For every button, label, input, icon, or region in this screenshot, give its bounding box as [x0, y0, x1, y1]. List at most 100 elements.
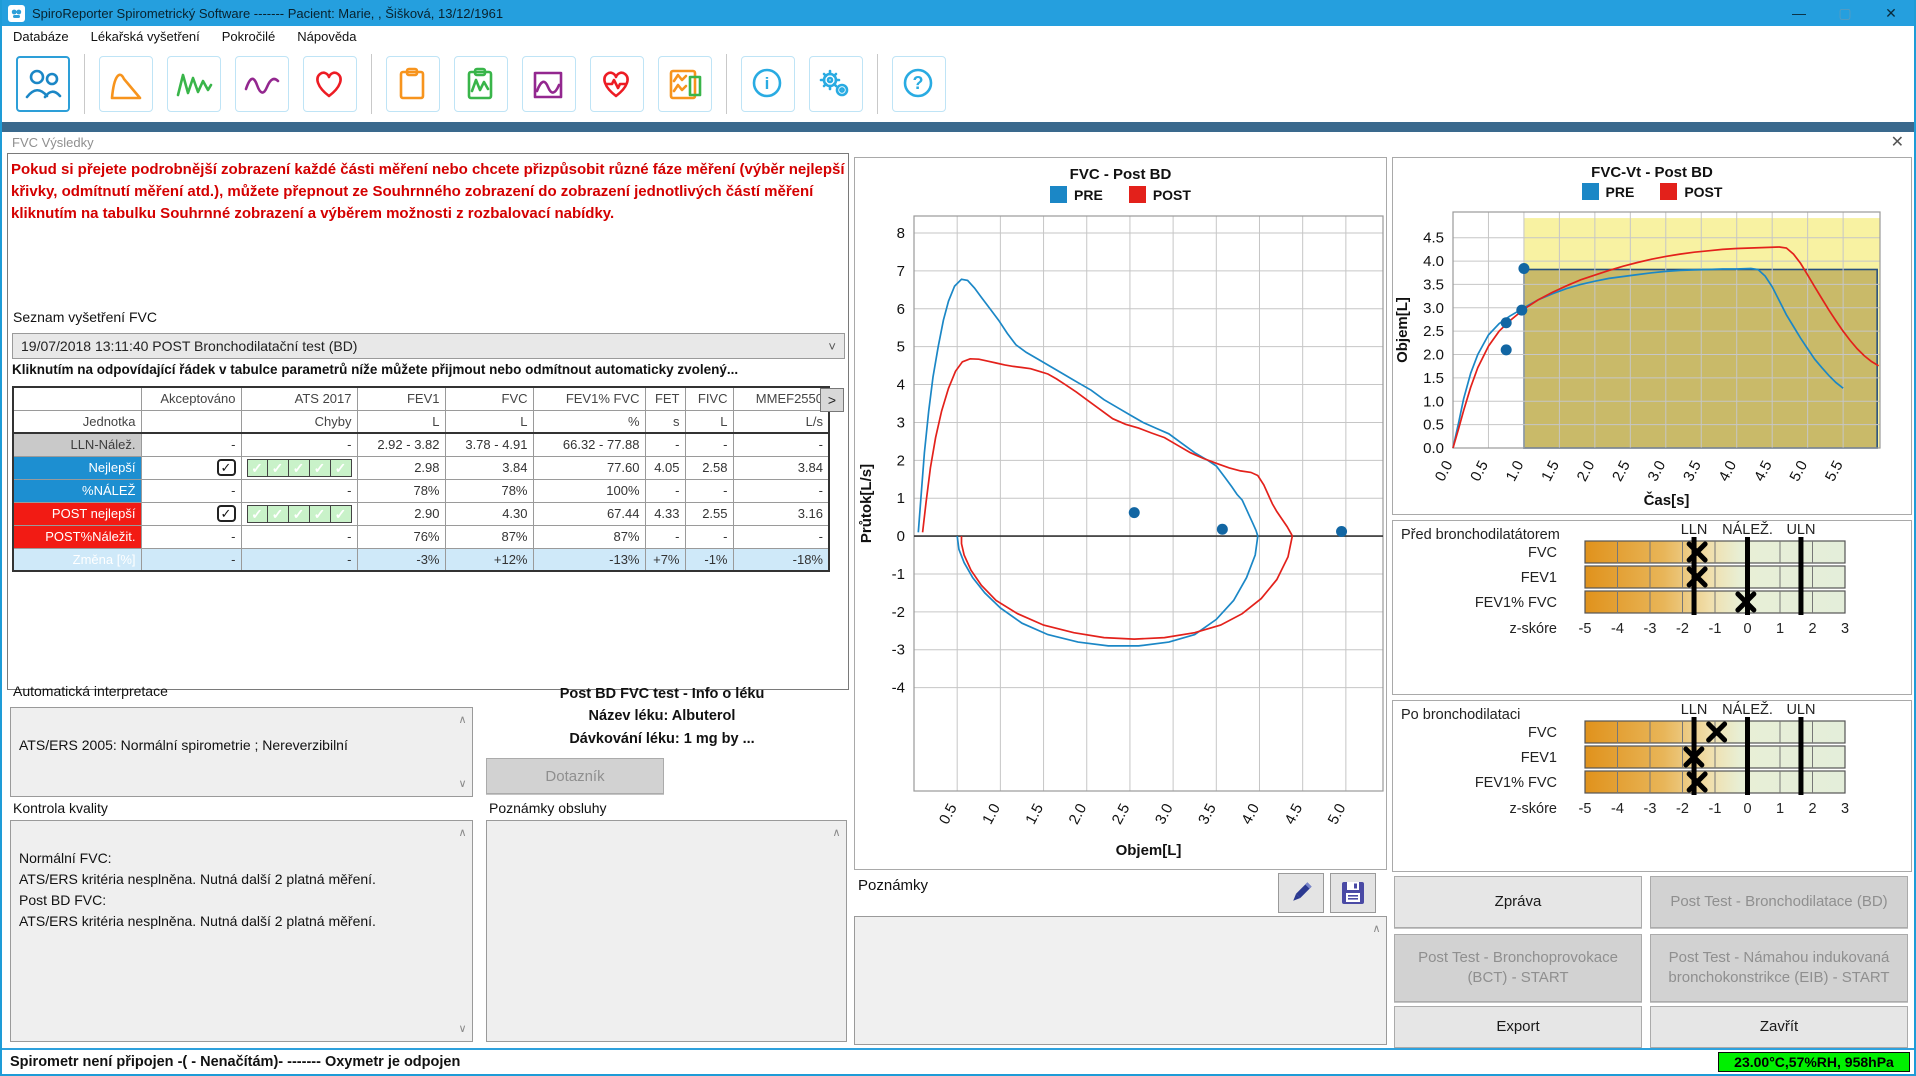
- svg-text:-5: -5: [1579, 801, 1592, 817]
- accepted-checkbox[interactable]: ✓: [216, 459, 236, 476]
- exam-select[interactable]: 19/07/2018 13:11:40 POST Bronchodilatačn…: [12, 333, 845, 359]
- drug-info: Post BD FVC test - Info o léku Název lék…: [507, 683, 817, 750]
- minimize-button[interactable]: —: [1792, 5, 1806, 21]
- scroll-down-icon[interactable]: ∨: [458, 1022, 467, 1035]
- panel-close-icon[interactable]: ✕: [1890, 134, 1904, 151]
- toolbar-button-fvc-curve-icon[interactable]: [99, 56, 153, 112]
- table-row[interactable]: %NÁLEŽ - -78% 78% 100% - - -: [12, 478, 830, 503]
- volume-time-chart: 0.0 0.5 1.0 1.5 2.0 2.5 3.0 3.5 4.0 4.5 0.0 0.5 1.0 1…: [1394, 211, 1881, 509]
- svg-text:0.5: 0.5: [936, 801, 961, 827]
- toolbar-divider: [371, 54, 372, 114]
- svg-text:ULN: ULN: [1786, 702, 1815, 718]
- toolbar-button-report-combo-icon[interactable]: [658, 56, 712, 112]
- save-notes-button[interactable]: [1330, 873, 1376, 913]
- toolbar-button-info-icon[interactable]: i: [741, 56, 795, 112]
- menu-item-3[interactable]: Pokročilé: [221, 28, 276, 44]
- svg-text:1.5: 1.5: [1022, 801, 1047, 827]
- spiro-waves-purple-icon: [244, 77, 280, 94]
- table-row[interactable]: LLN-Nálež. - -2.92 - 3.82 3.78 - 4.91 66.32 …: [12, 432, 830, 457]
- info-notice: Pokud si přejete podrobnější zobrazení k…: [11, 161, 845, 222]
- post-test-eib-button[interactable]: Post Test - Námahou indukovaná bronchoko…: [1650, 934, 1908, 1002]
- scroll-up-icon[interactable]: ∧: [458, 827, 467, 839]
- scroll-up-icon[interactable]: ∧: [1372, 923, 1381, 935]
- toolbar-button-help-icon[interactable]: ?: [892, 56, 946, 112]
- toolbar-button-patients-icon[interactable]: [16, 56, 70, 112]
- svg-text:4.5: 4.5: [1423, 230, 1444, 247]
- notes-label: Poznámky: [858, 877, 929, 894]
- svg-text:3.0: 3.0: [1645, 458, 1670, 484]
- interpretation-textarea[interactable]: ATS/ERS 2005: Normální spirometrie ; Ner…: [10, 707, 473, 797]
- exam-list-label: Seznam vyšetření FVC: [13, 309, 157, 325]
- svg-text:-4: -4: [892, 680, 905, 697]
- post-test-bd-button[interactable]: Post Test - Bronchodilatace (BD): [1650, 876, 1908, 928]
- svg-text:FEV1: FEV1: [1521, 750, 1557, 766]
- interpretation-label: Automatická interpretace: [13, 683, 168, 699]
- toolbar-button-clipboard-waves-icon[interactable]: [454, 56, 508, 112]
- svg-text:NÁLEŽ.: NÁLEŽ.: [1722, 701, 1773, 718]
- svg-text:FVC: FVC: [1528, 725, 1557, 741]
- notes-textarea[interactable]: ∧: [854, 916, 1387, 1045]
- toolbar-button-spiro-waves-purple-icon[interactable]: [235, 56, 289, 112]
- maximize-button[interactable]: ▢: [1838, 4, 1852, 21]
- svg-text:-1: -1: [1709, 801, 1722, 817]
- heart-icon: [316, 71, 342, 98]
- svg-text:0: 0: [897, 528, 905, 545]
- svg-text:4: 4: [897, 377, 905, 394]
- svg-text:?: ?: [913, 73, 924, 93]
- svg-text:0.5: 0.5: [1423, 417, 1444, 434]
- toolbar-divider: [84, 54, 85, 114]
- zscore-chart-post: FVC FEV1 FEV1% FVC LLN NÁLEŽ. ULN -5 -4 -3 -2 -1 0 1…: [1475, 701, 1849, 817]
- svg-text:5: 5: [897, 339, 905, 356]
- svg-text:5.5: 5.5: [1822, 458, 1847, 484]
- svg-text:-1: -1: [1709, 621, 1722, 637]
- clipboard-icon: [399, 67, 425, 100]
- svg-text:FVC: FVC: [1528, 545, 1557, 561]
- patients-icon: [25, 69, 62, 99]
- export-button[interactable]: Export: [1394, 1006, 1642, 1048]
- svg-text:5.0: 5.0: [1325, 801, 1350, 827]
- close-results-button[interactable]: Zavřít: [1650, 1006, 1908, 1048]
- quality-textarea[interactable]: Normální FVC: ATS/ERS kritéria nesplněna…: [10, 820, 473, 1042]
- settings-gears-icon: [819, 69, 849, 97]
- scroll-up-icon[interactable]: ∧: [458, 714, 467, 726]
- svg-text:i: i: [765, 74, 770, 93]
- toolbar-button-settings-gears-icon[interactable]: [809, 56, 863, 112]
- table-row[interactable]: POST nejlepší ✓ ✓ ✓ ✓ ✓ ✓ 2.90 4.30 67.44 4.33 2.55…: [12, 501, 830, 526]
- table-row[interactable]: Nejlepší ✓ ✓ ✓ ✓ ✓ ✓ 2.98 3.84 77.60 4.05 2.58 3.84: [12, 455, 830, 480]
- toolbar-button-heart-wave-icon[interactable]: [590, 56, 644, 112]
- close-button[interactable]: ✕: [1885, 4, 1897, 21]
- svg-text:-4: -4: [1611, 621, 1624, 637]
- svg-text:FEV1% FVC: FEV1% FVC: [1475, 595, 1557, 611]
- table-more-button[interactable]: >: [820, 388, 844, 412]
- window-title: SpiroReporter Spirometrický Software ---…: [32, 5, 504, 21]
- operator-notes-textarea[interactable]: ∧: [486, 820, 847, 1042]
- clipboard-waves-icon: [467, 67, 493, 100]
- scroll-down-icon[interactable]: ∨: [458, 777, 467, 790]
- svg-text:-3: -3: [1644, 621, 1657, 637]
- menu-item-4[interactable]: Nápověda: [297, 28, 357, 44]
- svg-text:-1: -1: [892, 566, 905, 583]
- table-row[interactable]: POST%Náležit. - -76% 87% 87% - - -: [12, 524, 830, 549]
- svg-text:z-skóre: z-skóre: [1509, 801, 1557, 817]
- spiro-waves-green-icon: [176, 73, 213, 97]
- questionnaire-button[interactable]: Dotazník: [486, 758, 664, 794]
- parameters-table: Akceptováno ATS 2017 FEV1 FVC FEV1% FVC FET FI…: [12, 386, 830, 572]
- svg-text:2.0: 2.0: [1423, 347, 1444, 364]
- accepted-checkbox[interactable]: ✓: [216, 505, 236, 522]
- toolbar-button-spiro-waves-green-icon[interactable]: [167, 56, 221, 112]
- menu-item-1[interactable]: Databáze: [13, 28, 69, 44]
- report-button[interactable]: Zpráva: [1394, 876, 1642, 928]
- svg-text:0.0: 0.0: [1423, 440, 1444, 457]
- table-row[interactable]: Změna [%] - - -3% +12% -13% +7% -1% -18%: [12, 547, 830, 572]
- svg-text:-5: -5: [1579, 621, 1592, 637]
- svg-text:7: 7: [897, 263, 905, 280]
- toolbar-button-clipboard-icon[interactable]: [386, 56, 440, 112]
- post-test-bct-button[interactable]: Post Test - Bronchoprovokace (BCT) - STA…: [1394, 934, 1642, 1002]
- scroll-up-icon[interactable]: ∧: [832, 827, 841, 839]
- zscore-panel-title: Po bronchodilataci: [1401, 707, 1521, 723]
- svg-text:-2: -2: [1676, 801, 1689, 817]
- toolbar-button-heart-icon[interactable]: [303, 56, 357, 112]
- toolbar-button-waves-doc-icon[interactable]: [522, 56, 576, 112]
- edit-notes-button[interactable]: [1278, 873, 1324, 913]
- menu-item-2[interactable]: Lékařská vyšetření: [90, 28, 200, 44]
